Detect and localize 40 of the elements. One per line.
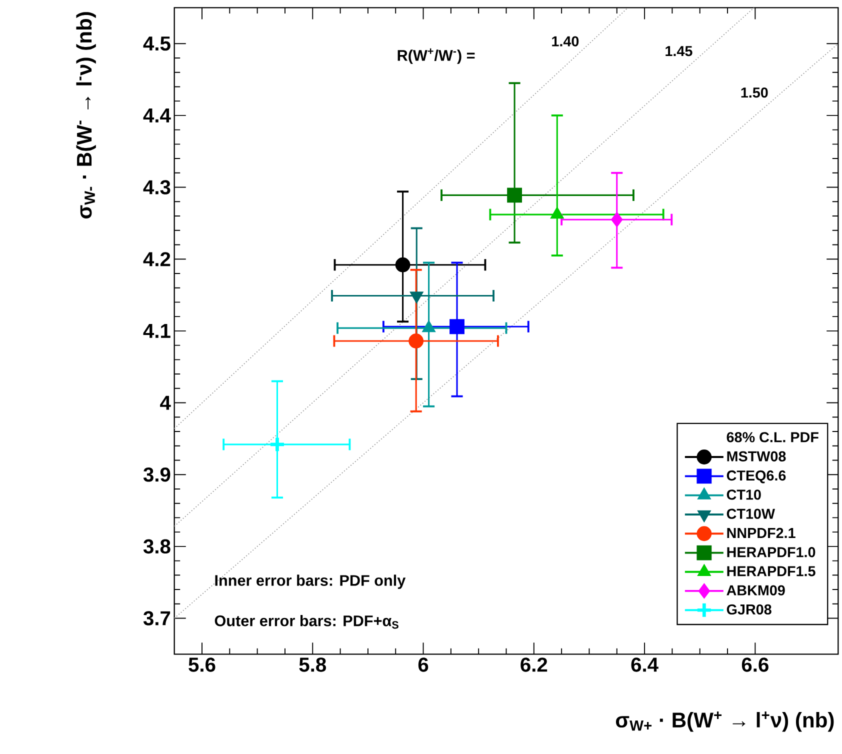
point — [395, 257, 410, 272]
series-label: 1.50 — [741, 87, 768, 98]
annotation: Inner error bars: PDF only — [215, 574, 406, 589]
y-tick-label: 3.7 — [143, 611, 170, 626]
y-tick-label: 4.2 — [143, 252, 170, 266]
y-tick-label: 3.9 — [143, 467, 170, 482]
y-tick-label: 4.5 — [143, 36, 170, 51]
x-axis-title: σ$_{W+}$ · B(W$^{+}$ → l$^{+}$ν) (nb) — [616, 711, 834, 732]
legend-label: HERAPDF1.0 — [727, 546, 816, 558]
point — [450, 319, 464, 334]
y-tick-label: 4.1 — [143, 324, 170, 338]
series-label: 1.40 — [552, 36, 579, 46]
legend-title: 68% C.L. PDF — [726, 432, 818, 442]
annotation: R(W$^{+}$/W$^{-}$) = — [398, 48, 475, 64]
legend-label: MSTW08 — [727, 451, 786, 462]
annotation: Outer error bars: PDF+α$_{S}$ — [214, 614, 398, 629]
x-tick-label: 5.8 — [299, 657, 326, 672]
legend-label: CT10 — [726, 489, 761, 500]
y-tick-label: 3.8 — [143, 539, 170, 554]
x-tick-label: 6.2 — [520, 657, 548, 672]
series-label: 1.45 — [666, 46, 692, 56]
legend-label: NNPDF2.1 — [727, 528, 796, 538]
x-tick-label: 6.4 — [631, 657, 658, 672]
y-tick-label: 4.4 — [143, 108, 171, 122]
point — [550, 207, 564, 219]
point — [408, 333, 424, 348]
legend-label: GJR08 — [726, 604, 772, 614]
point — [268, 436, 286, 453]
legend-label: HERAPDF1.5 — [727, 566, 816, 576]
x-tick-label: 6.6 — [742, 657, 768, 672]
point — [507, 188, 522, 203]
point — [611, 212, 623, 227]
x-tick-label: 6 — [418, 657, 428, 672]
legend-label: CT10W — [726, 508, 775, 519]
x-tick-label: 5.6 — [188, 657, 216, 672]
y-tick-label: 4.3 — [143, 180, 170, 194]
y-axis-title: σ$_{W-}$ · B(W$^{-}$ → l$^{-}$ν) (nb) — [76, 12, 96, 218]
legend-label: CTEQ6.6 — [726, 470, 786, 484]
legend-label: ABKM09 — [726, 585, 785, 596]
y-tick-label: 4 — [160, 396, 171, 410]
